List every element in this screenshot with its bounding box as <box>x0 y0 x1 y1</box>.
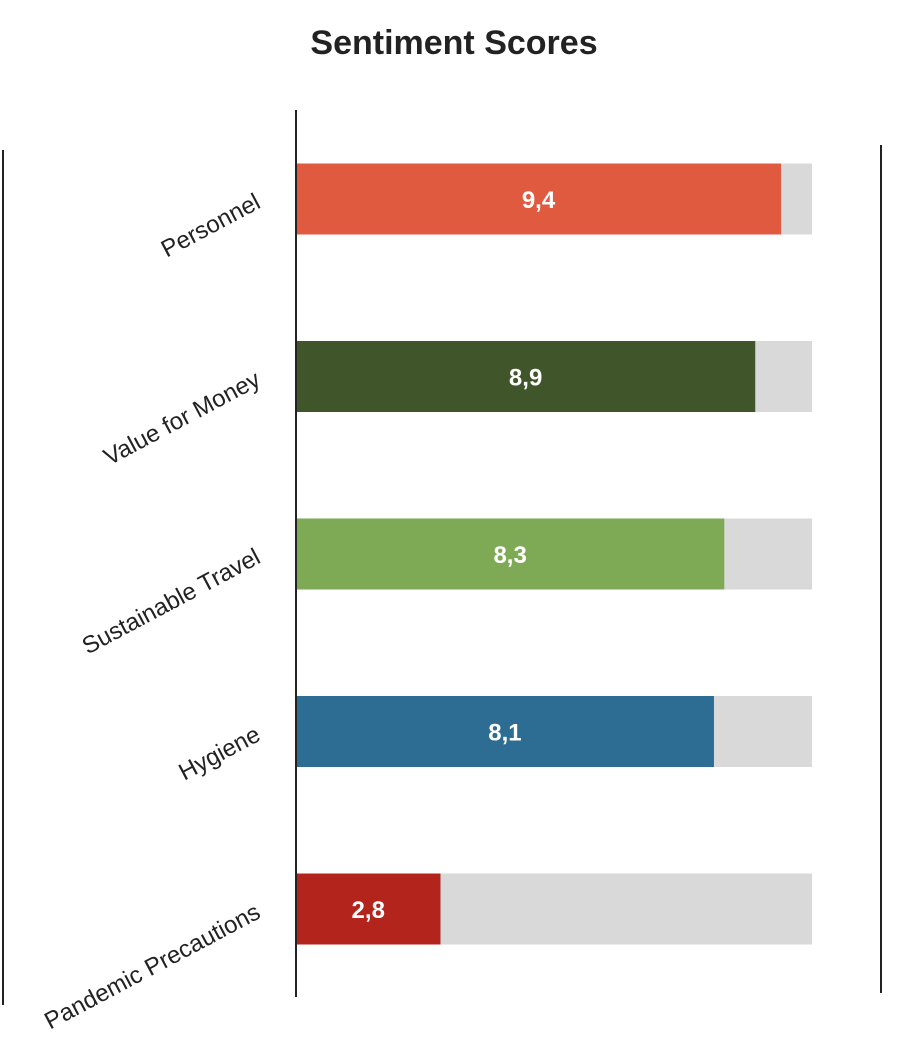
category-label: Pandemic Precautions <box>40 898 265 1035</box>
bar <box>296 696 714 767</box>
bar <box>296 873 441 945</box>
bar <box>296 341 756 412</box>
category-label: Hygiene <box>174 721 264 786</box>
category-label: Value for Money <box>99 366 264 471</box>
category-label: Sustainable Travel <box>78 543 265 660</box>
bar-value-label: 8,1 <box>488 720 521 747</box>
bar-value-label: 8,9 <box>509 365 542 392</box>
bar <box>296 163 782 235</box>
bar-value-label: 9,4 <box>522 187 556 214</box>
bar-value-label: 8,3 <box>493 542 526 569</box>
category-label: Personnel <box>157 188 265 263</box>
chart-title: Sentiment Scores <box>310 24 598 62</box>
bar-value-label: 2,8 <box>352 897 385 924</box>
bar <box>296 518 725 590</box>
